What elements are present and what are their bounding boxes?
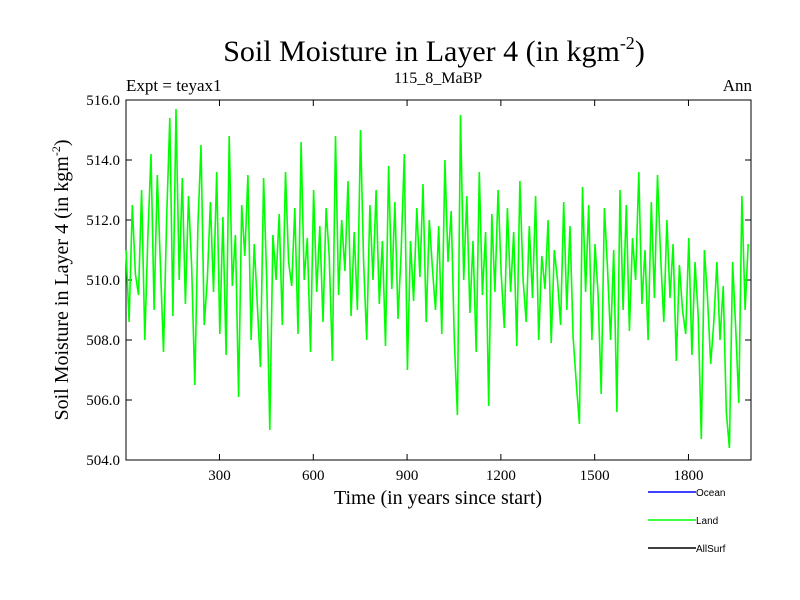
y-tick-label: 504.0	[86, 453, 120, 469]
plot-frame	[125, 99, 752, 461]
chart-title: Soil Moisture in Layer 4 (in kgm-2)	[223, 33, 645, 68]
x-tick-label: 1500	[580, 468, 610, 484]
y-tick-label: 510.0	[86, 273, 120, 289]
subtitle-center: 115_8_MaBP	[394, 70, 482, 87]
y-axis: 504.0 506.0 508.0 510.0 512.0 514.0 516.0	[86, 93, 751, 469]
y-tick-label: 508.0	[86, 333, 120, 349]
subtitle-left: Expt = teyax1	[126, 76, 222, 95]
y-axis-label-superscript: -2	[49, 146, 63, 156]
legend-label-allsurf: AllSurf	[696, 544, 726, 555]
x-tick-label: 900	[396, 468, 419, 484]
series-line-land	[125, 108, 749, 449]
x-axis: 300 600 900 1200 1500 1800	[208, 100, 703, 484]
chart-title-superscript: -2	[620, 33, 635, 53]
x-tick-label: 1800	[673, 468, 703, 484]
y-tick-label: 512.0	[86, 213, 120, 229]
y-tick-label: 516.0	[86, 93, 120, 109]
x-tick-label: 300	[208, 468, 231, 484]
x-axis-label: Time (in years since start)	[334, 487, 542, 509]
legend: Ocean Land AllSurf	[648, 488, 726, 555]
x-tick-label: 600	[302, 468, 325, 484]
y-tick-label: 506.0	[86, 393, 120, 409]
y-tick-label: 514.0	[86, 153, 120, 169]
subtitle-right: Ann	[723, 76, 753, 95]
x-tick-label: 1200	[486, 468, 516, 484]
series-group	[125, 108, 749, 449]
legend-label-land: Land	[696, 516, 718, 527]
legend-label-ocean: Ocean	[696, 488, 725, 499]
y-axis-label: Soil Moisture in Layer 4 (in kgm-2)	[49, 139, 73, 420]
